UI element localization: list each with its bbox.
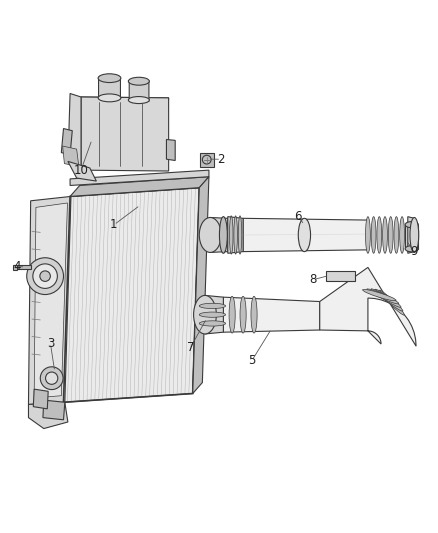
Ellipse shape — [202, 155, 211, 164]
Ellipse shape — [377, 216, 382, 253]
Polygon shape — [28, 402, 68, 429]
Polygon shape — [205, 295, 223, 334]
Ellipse shape — [298, 219, 311, 252]
Ellipse shape — [199, 312, 226, 317]
Polygon shape — [43, 400, 65, 420]
Polygon shape — [68, 161, 96, 181]
Bar — [13, 264, 17, 270]
Text: 1: 1 — [110, 219, 118, 231]
Ellipse shape — [219, 216, 227, 253]
Polygon shape — [210, 217, 228, 253]
Circle shape — [40, 367, 63, 390]
Polygon shape — [320, 268, 416, 346]
Text: 8: 8 — [310, 273, 317, 286]
Polygon shape — [77, 97, 169, 167]
Ellipse shape — [229, 296, 235, 333]
Circle shape — [40, 271, 50, 281]
Ellipse shape — [383, 216, 387, 253]
Polygon shape — [61, 128, 72, 155]
Polygon shape — [68, 93, 81, 166]
Text: 10: 10 — [74, 164, 88, 176]
Ellipse shape — [394, 216, 399, 253]
Ellipse shape — [363, 289, 396, 301]
Text: 7: 7 — [187, 341, 194, 354]
Text: 3: 3 — [47, 337, 54, 350]
Polygon shape — [70, 177, 209, 197]
Polygon shape — [81, 97, 169, 171]
Text: 6: 6 — [294, 209, 302, 223]
Text: 5: 5 — [248, 354, 255, 367]
Ellipse shape — [405, 246, 418, 252]
Circle shape — [33, 264, 57, 288]
Bar — [200, 152, 214, 167]
Ellipse shape — [98, 94, 121, 102]
Polygon shape — [70, 170, 209, 185]
Polygon shape — [243, 219, 368, 252]
Polygon shape — [33, 389, 48, 409]
Ellipse shape — [367, 289, 399, 304]
Polygon shape — [64, 188, 199, 402]
Ellipse shape — [199, 321, 226, 326]
Ellipse shape — [230, 216, 233, 254]
Ellipse shape — [379, 290, 404, 315]
Polygon shape — [228, 216, 243, 253]
Ellipse shape — [399, 216, 404, 253]
Ellipse shape — [128, 96, 149, 103]
Polygon shape — [63, 146, 79, 167]
Ellipse shape — [199, 303, 226, 309]
Ellipse shape — [405, 222, 418, 228]
Polygon shape — [408, 216, 414, 253]
Ellipse shape — [98, 74, 121, 83]
Ellipse shape — [128, 77, 149, 85]
Polygon shape — [129, 80, 149, 101]
Ellipse shape — [238, 216, 242, 254]
Polygon shape — [166, 140, 175, 160]
Polygon shape — [34, 203, 67, 398]
Ellipse shape — [371, 289, 401, 308]
Text: 2: 2 — [217, 152, 225, 166]
Ellipse shape — [371, 216, 376, 253]
Circle shape — [46, 372, 58, 384]
Ellipse shape — [365, 216, 370, 253]
Text: 9: 9 — [410, 245, 418, 257]
Bar — [14, 265, 31, 269]
Ellipse shape — [389, 216, 393, 253]
Ellipse shape — [234, 216, 237, 254]
Ellipse shape — [199, 217, 221, 253]
Polygon shape — [223, 297, 320, 332]
Ellipse shape — [240, 296, 246, 333]
Polygon shape — [28, 197, 71, 405]
Ellipse shape — [375, 289, 403, 311]
Ellipse shape — [251, 296, 257, 333]
Ellipse shape — [410, 217, 419, 253]
Polygon shape — [99, 77, 120, 99]
Circle shape — [27, 258, 64, 295]
Bar — [405, 225, 418, 249]
Ellipse shape — [194, 295, 216, 334]
Text: 4: 4 — [14, 260, 21, 273]
Polygon shape — [193, 177, 209, 393]
Bar — [326, 271, 355, 280]
